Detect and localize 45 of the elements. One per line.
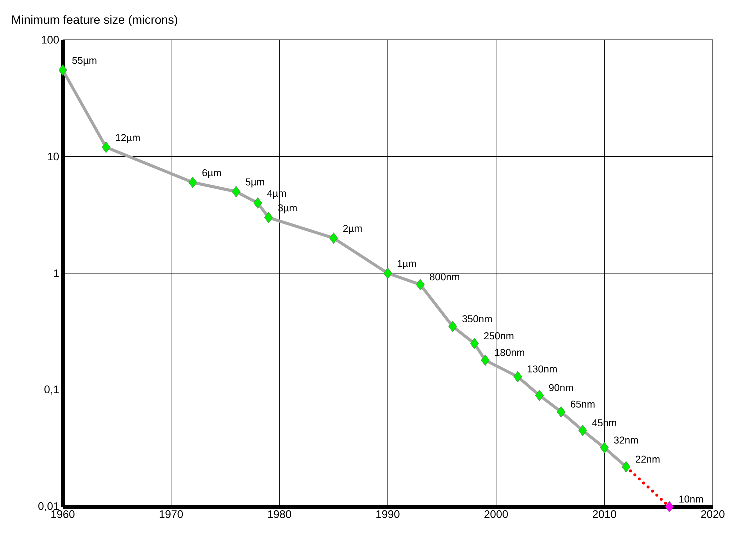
annotation: 10nm: [680, 496, 704, 503]
annotation: 65nm: [571, 400, 595, 408]
point: [481, 354, 490, 366]
point: [264, 212, 274, 224]
y-tick-label: 100: [42, 36, 60, 44]
point: [416, 279, 425, 290]
point: [254, 198, 262, 209]
y-tick-label: 1: [54, 270, 59, 278]
annotation: 1µm: [398, 260, 416, 270]
annotation: 55µm: [72, 57, 97, 66]
annotation: 22nm: [636, 456, 660, 463]
point: [188, 176, 198, 188]
point: [557, 406, 566, 418]
annotation: 350nm: [462, 316, 492, 323]
x-tick-label: 1960: [52, 510, 75, 518]
point: [470, 338, 479, 350]
point: [665, 501, 674, 513]
point: [384, 268, 392, 280]
annotation: 130nm: [528, 366, 557, 373]
point: [232, 186, 241, 198]
point: [622, 461, 631, 473]
point: [535, 390, 544, 402]
x-tick-label: 1990: [376, 510, 400, 518]
annotation: 32nm: [614, 436, 638, 444]
annotation: 6µm: [202, 169, 222, 178]
point: [448, 321, 458, 332]
x-tick-label: 2010: [593, 510, 616, 518]
y-tick-label: 0,1: [44, 386, 59, 395]
chart-title: Minimum feature size (microns): [12, 15, 178, 26]
point: [514, 371, 522, 383]
x-tick-label: 1970: [160, 510, 184, 518]
y-tick-label: 10: [48, 152, 60, 161]
y-tick-label: 0,01: [38, 502, 59, 512]
point: [578, 425, 588, 436]
point: [330, 232, 338, 244]
annotation: 2µm: [344, 225, 362, 234]
point: [58, 64, 68, 76]
x-tick-label: 2020: [701, 510, 725, 518]
annotation: 12µm: [116, 134, 140, 144]
point: [600, 442, 609, 454]
x-tick-label: 2000: [484, 510, 508, 518]
point: [102, 142, 111, 154]
annotation: 5µm: [246, 178, 264, 188]
x-tick-label: 1980: [268, 510, 292, 518]
annotation: 800nm: [430, 274, 460, 281]
